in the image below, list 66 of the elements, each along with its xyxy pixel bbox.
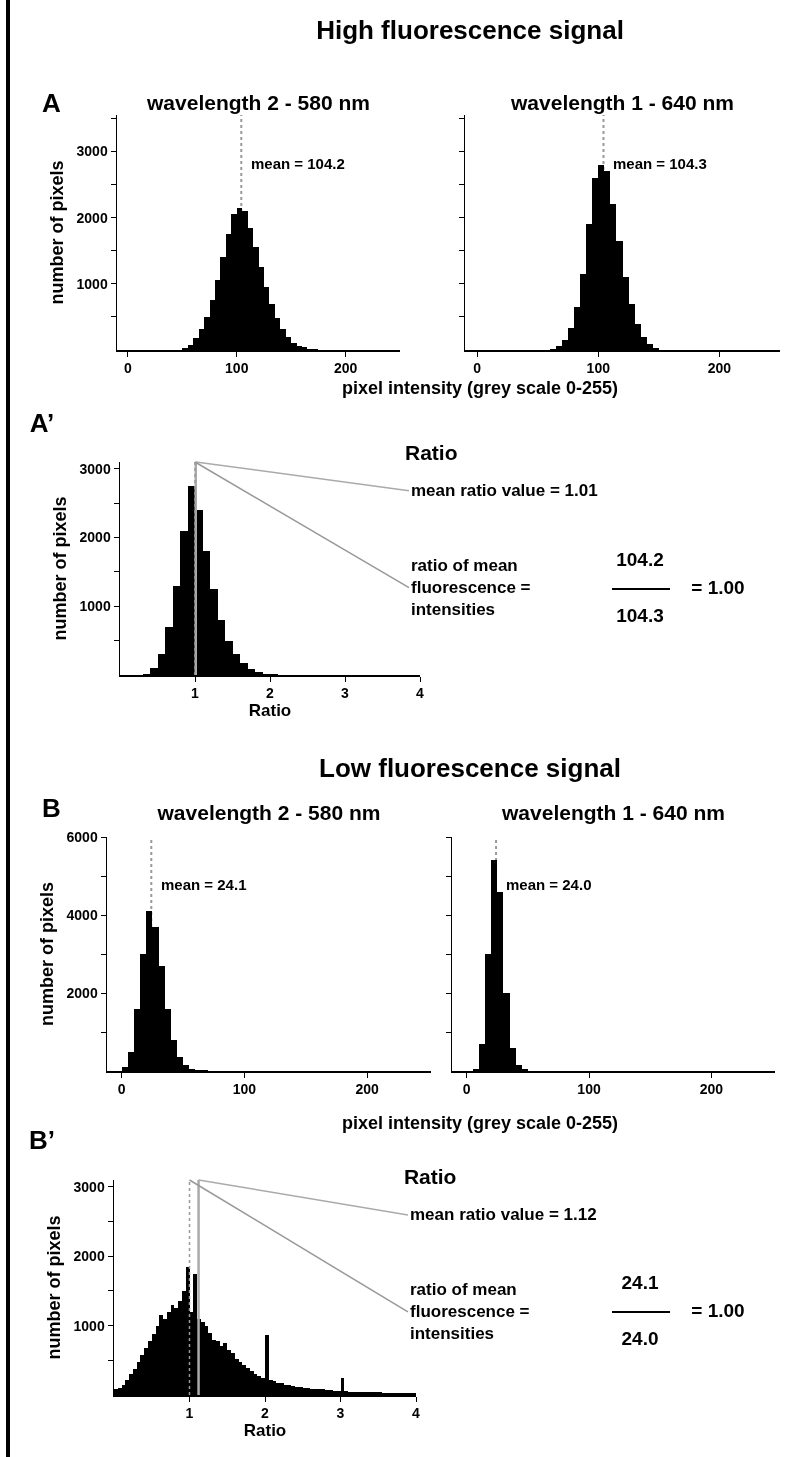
ref-line-label: mean = 104.3: [613, 155, 707, 172]
legend: Ratio: [403, 1164, 457, 1205]
x-axis-title: Ratio: [243, 1421, 287, 1441]
x-tick-label: 100: [577, 1081, 601, 1098]
text: B: [42, 792, 61, 824]
x-tick-label: 200: [707, 360, 732, 377]
chart-title: wavelength 2 - 580 nm: [146, 91, 370, 115]
y-tick-label: 6000: [66, 828, 98, 845]
x-tick-label: 1: [191, 685, 200, 702]
y-tick-label: 2000: [73, 1248, 105, 1265]
y-tick-label: 2000: [66, 984, 98, 1001]
x-tick-label: 200: [699, 1081, 724, 1098]
ref-line-label: mean = 24.1: [161, 876, 247, 893]
y-tick-label: 3000: [79, 460, 111, 477]
y-tick-label: 2000: [79, 529, 111, 546]
text: 24.1: [621, 1272, 659, 1294]
x-tick-label: 4: [412, 1405, 421, 1422]
y-tick-label: 1000: [76, 275, 108, 292]
text: Low fluorescence signal: [319, 752, 621, 784]
x-tick-label: 100: [586, 360, 611, 377]
y-tick-label: 1000: [73, 1317, 105, 1334]
ref-line-label: mean = 24.0: [506, 876, 592, 893]
x-tick-label: 0: [117, 1081, 126, 1098]
ref-line-label: mean = 104.2: [251, 155, 345, 172]
x-tick-label: 0: [462, 1081, 471, 1098]
y-axis-title: number of pixels: [46, 160, 67, 305]
x-tick-label: 0: [123, 360, 132, 377]
text: A’: [29, 407, 55, 439]
ref-line-label: mean ratio value = 1.12: [410, 1205, 597, 1224]
y-tick-label: 2000: [76, 209, 108, 226]
ref-line-label: ratio of mean fluorescence = intensities: [410, 1280, 530, 1344]
y-tick-label: 3000: [76, 143, 108, 160]
x-tick-label: 100: [232, 1081, 257, 1098]
x-tick-label: 0: [473, 360, 482, 377]
x-axis-title: pixel intensity (grey scale 0-255): [341, 1112, 619, 1134]
y-tick-label: 3000: [73, 1178, 105, 1195]
x-axis-title: Ratio: [248, 701, 292, 720]
x-tick-label: 3: [336, 1405, 345, 1422]
text: 104.3: [616, 605, 664, 627]
y-tick-label: 1000: [79, 598, 111, 615]
y-axis-title: number of pixels: [43, 1215, 64, 1360]
x-tick-label: 100: [225, 360, 249, 377]
chart-title: wavelength 1 - 640 nm: [501, 801, 725, 825]
y-tick-label: 4000: [66, 906, 98, 923]
x-tick-label: 200: [333, 360, 358, 377]
legend: Ratio: [405, 440, 458, 481]
x-axis-title: pixel intensity (grey scale 0-255): [341, 377, 619, 399]
x-tick-label: 4: [416, 685, 425, 702]
y-axis-title: number of pixels: [36, 881, 57, 1027]
text: High fluorescence signal: [316, 14, 624, 46]
y-axis-title: number of pixels: [49, 496, 70, 641]
ref-line-label: mean ratio value = 1.01: [411, 481, 598, 500]
x-tick-label: 200: [355, 1081, 380, 1098]
x-tick-label: 2: [261, 1405, 270, 1422]
text: 104.2: [616, 549, 664, 571]
text: = 1.00: [691, 1300, 745, 1322]
text: = 1.00: [691, 577, 745, 599]
x-tick-label: 2: [266, 685, 275, 702]
chart-title: wavelength 2 - 580 nm: [156, 801, 381, 825]
ref-line-label: ratio of mean fluorescence = intensities: [411, 556, 531, 620]
x-tick-label: 1: [185, 1405, 194, 1422]
text: A: [42, 87, 61, 119]
text: B’: [29, 1124, 55, 1156]
chart-title: wavelength 1 - 640 nm: [510, 91, 734, 115]
text: 24.0: [621, 1328, 659, 1350]
x-tick-label: 3: [341, 685, 350, 702]
